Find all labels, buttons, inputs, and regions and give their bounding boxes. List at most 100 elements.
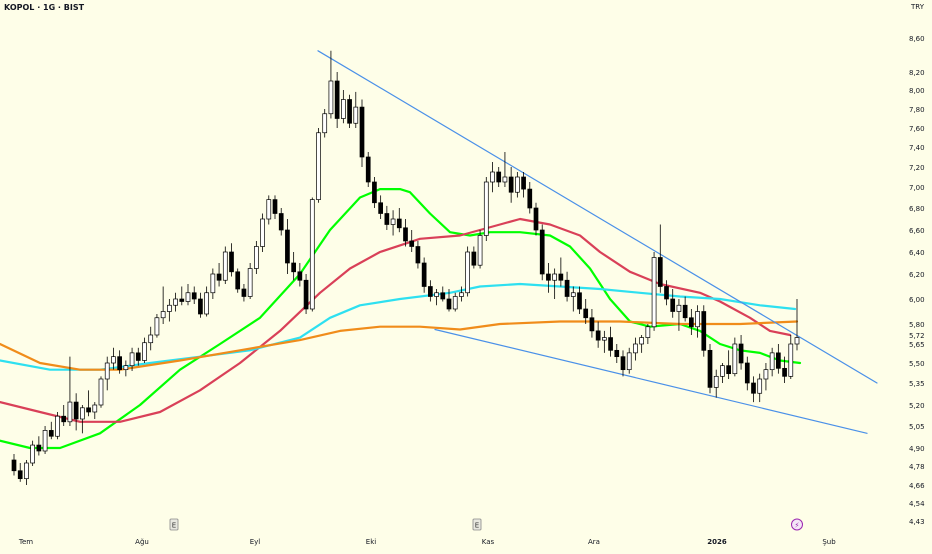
candle-body <box>36 444 42 452</box>
candle-body <box>608 337 613 351</box>
candle-body <box>241 288 247 297</box>
x-tick-label: Tem <box>18 538 33 546</box>
candle-body <box>546 273 551 281</box>
candle-body <box>316 132 321 200</box>
trendline <box>317 50 878 384</box>
candle-body <box>384 213 390 225</box>
candle-body <box>626 352 632 371</box>
y-tick-label: 4,78 <box>909 463 925 471</box>
y-tick-label: 4,66 <box>909 482 925 490</box>
candle-body <box>452 296 458 310</box>
candle-body <box>328 80 334 115</box>
earnings-marker <box>169 518 179 531</box>
candle-body <box>782 367 787 377</box>
x-tick-label: Şub <box>822 538 836 546</box>
candle-body <box>440 292 446 300</box>
candle-body <box>266 199 272 220</box>
candle-body <box>726 365 731 375</box>
candle-body <box>744 362 750 384</box>
candle-body <box>92 404 98 413</box>
candle-body <box>558 273 564 281</box>
candle-body <box>521 176 526 190</box>
y-tick-label: 4,43 <box>909 518 925 526</box>
y-tick-label: 6,20 <box>909 271 925 279</box>
candle-body <box>664 286 669 300</box>
y-tick-label: 7,00 <box>909 184 925 192</box>
candle-body <box>583 308 589 319</box>
candle-body <box>428 286 433 297</box>
candle-body <box>689 317 694 328</box>
candle-body <box>701 311 707 351</box>
candle-body <box>577 292 582 310</box>
candle-body <box>80 407 85 420</box>
moving-average-line <box>0 282 797 371</box>
candle-body <box>465 251 470 294</box>
candle-body <box>434 292 439 297</box>
candle-body <box>111 356 116 364</box>
x-tick-label: Eyl <box>250 538 261 546</box>
candle-body <box>365 156 371 183</box>
dividend-marker <box>791 518 803 531</box>
y-tick-label: 7,80 <box>909 106 925 114</box>
earnings-marker-label: E <box>475 522 479 530</box>
candle-body <box>160 311 166 319</box>
earnings-marker-label: E <box>172 522 176 530</box>
y-tick-label: 5,20 <box>909 402 925 410</box>
candle-body <box>570 292 576 297</box>
candle-body <box>390 218 396 225</box>
y-tick-label: 5,80 <box>909 321 925 329</box>
candle-body <box>732 343 738 375</box>
candle-body <box>757 378 763 394</box>
y-tick-label: 7,60 <box>909 125 925 133</box>
candle-body <box>359 106 365 158</box>
candle-body <box>788 343 794 377</box>
candle-body <box>254 246 259 269</box>
candle-body <box>651 257 657 328</box>
candle-body <box>769 352 775 371</box>
candle-body <box>471 251 477 266</box>
x-tick-label: Eki <box>366 538 376 546</box>
y-tick-label: 7,40 <box>909 144 925 152</box>
candle-body <box>104 362 110 380</box>
candle-body <box>123 365 129 371</box>
earnings-marker <box>472 518 482 531</box>
candle-body <box>210 273 216 294</box>
candle-body <box>645 326 651 338</box>
candle-body <box>142 342 147 361</box>
y-tick-label: 6,80 <box>909 205 925 213</box>
candle-body <box>794 337 800 345</box>
candle-body <box>98 378 104 406</box>
y-tick-label: 7,20 <box>909 164 925 172</box>
moving-average-line <box>0 188 802 450</box>
candle-body <box>657 257 663 287</box>
candle-body <box>235 271 241 290</box>
candle-body <box>396 218 402 229</box>
candle-body <box>67 401 73 423</box>
candle-body <box>508 176 514 193</box>
symbol-label: KOPOL · 1G · BIST <box>4 3 85 12</box>
candle-body <box>285 229 290 264</box>
candle-body <box>502 176 508 183</box>
candle-body <box>167 304 172 312</box>
candle-body <box>459 292 464 297</box>
dividend-marker-label: ⚡ <box>795 522 800 530</box>
candle-body <box>272 199 278 214</box>
candle-body <box>347 99 352 124</box>
candle-body <box>42 430 48 452</box>
candle-body <box>496 171 502 183</box>
candle-body <box>403 227 408 242</box>
candle-body <box>30 444 35 464</box>
candle-body <box>129 352 135 367</box>
candle-body <box>676 304 682 312</box>
candle-body <box>633 343 638 354</box>
trendline <box>434 328 868 434</box>
candle-body <box>154 317 160 336</box>
candle-body <box>539 229 545 275</box>
candle-body <box>552 273 557 281</box>
y-tick-label: 6,40 <box>909 249 925 257</box>
candle-body <box>670 298 676 312</box>
candle-body <box>117 356 122 371</box>
candle-body <box>17 470 23 480</box>
